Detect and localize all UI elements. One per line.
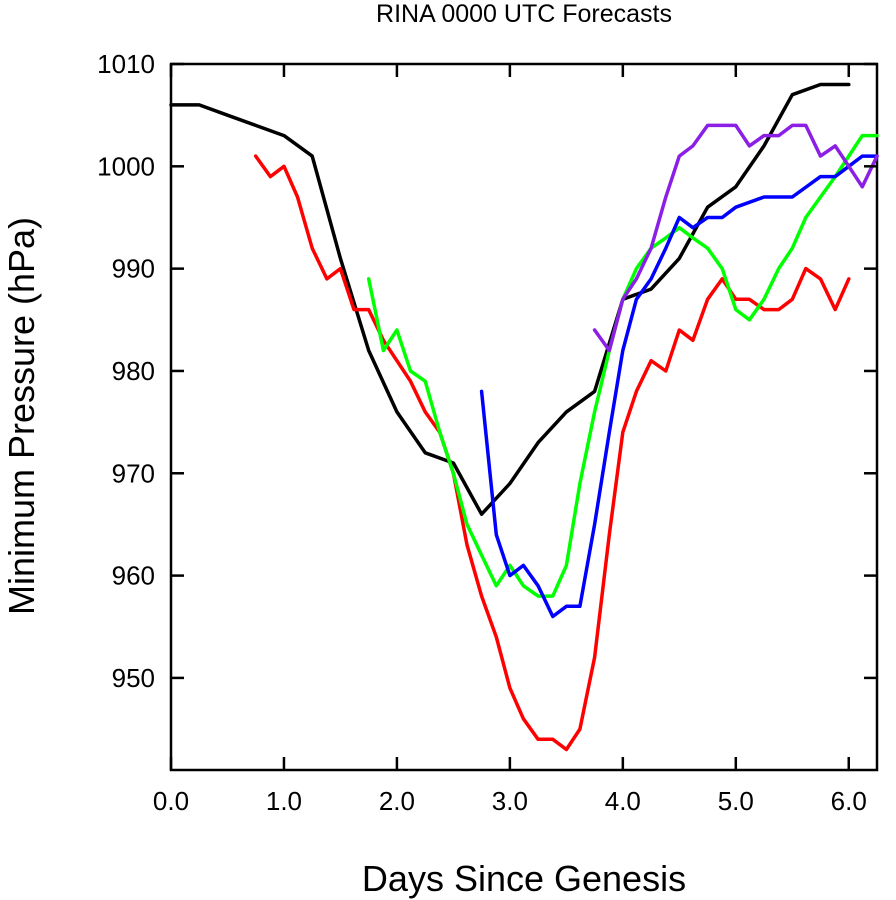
series-line-5 xyxy=(592,123,879,353)
x-tick-label: 2.0 xyxy=(379,786,415,816)
y-tick-label: 980 xyxy=(112,356,155,386)
y-tick-label: 950 xyxy=(112,663,155,693)
y-tick-label: 970 xyxy=(112,458,155,488)
series-line-4 xyxy=(479,154,879,619)
series-line-2 xyxy=(253,154,851,752)
series-line-3 xyxy=(366,133,879,598)
x-tick-label: 0.0 xyxy=(153,786,189,816)
plot-border xyxy=(169,62,879,772)
series-line-1 xyxy=(169,82,851,516)
y-tick-label: 960 xyxy=(112,561,155,591)
chart-title: RINA 0000 UTC Forecasts xyxy=(376,0,672,28)
x-axis-title: Days Since Genesis xyxy=(362,858,686,899)
x-tick-label: 6.0 xyxy=(831,786,867,816)
x-tick-label: 5.0 xyxy=(718,786,754,816)
x-tick-label: 1.0 xyxy=(266,786,302,816)
y-tick-label: 990 xyxy=(112,254,155,284)
y-axis-title: Minimum Pressure (hPa) xyxy=(1,217,42,615)
y-tick-label: 1000 xyxy=(97,151,155,181)
axis-layer: 0.0 1.0 2.0 3.0 4.0 5.0 6.0 950 960 970 980 990 1000… xyxy=(97,49,877,816)
x-tick-label: 4.0 xyxy=(605,786,641,816)
series-layer xyxy=(169,82,879,752)
x-tick-label: 3.0 xyxy=(492,786,528,816)
plot-frame xyxy=(169,62,879,772)
y-tick-label: 1010 xyxy=(97,49,155,79)
